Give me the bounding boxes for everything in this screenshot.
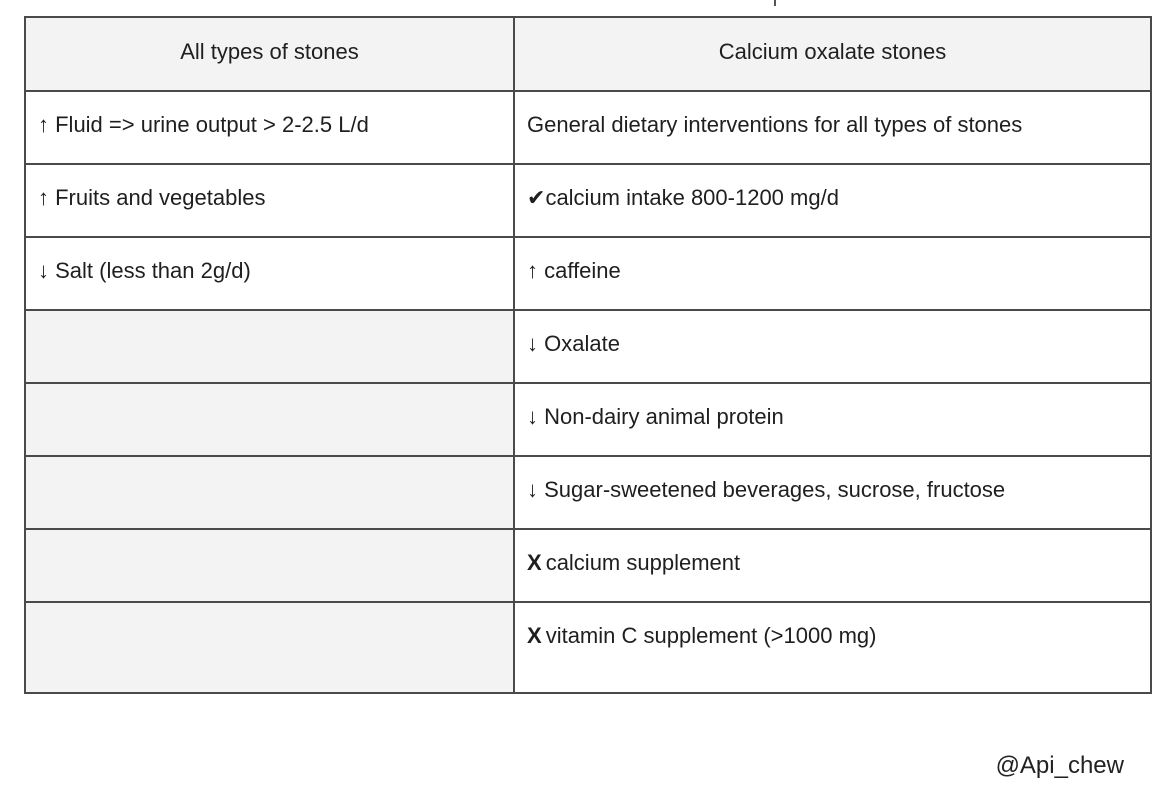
- checkmark-icon: ✔: [527, 185, 546, 210]
- calcium-oxalate-cell: ↓ Sugar-sweetened beverages, sucrose, fr…: [513, 455, 1152, 530]
- header-calcium-oxalate: Calcium oxalate stones: [513, 16, 1152, 92]
- calcium-oxalate-text: vitamin C supplement (>1000 mg): [545, 623, 877, 648]
- cross-mark-icon: X: [527, 550, 542, 575]
- table-row: ↓ Oxalate: [24, 309, 1152, 384]
- calcium-oxalate-text: ↓ Non-dairy animal protein: [527, 404, 784, 429]
- all-types-cell: ↓ Salt (less than 2g/d): [24, 236, 515, 311]
- calcium-oxalate-cell: ↑ caffeine: [513, 236, 1152, 311]
- calcium-oxalate-text: ↑ caffeine: [527, 258, 621, 283]
- table-row: ↓ Sugar-sweetened beverages, sucrose, fr…: [24, 455, 1152, 530]
- calcium-oxalate-text: General dietary interventions for all ty…: [527, 112, 1023, 137]
- dietary-interventions-table: All types of stones Calcium oxalate ston…: [24, 16, 1152, 694]
- table-header-row: All types of stones Calcium oxalate ston…: [24, 16, 1152, 92]
- all-types-cell: ↑ Fluid => urine output > 2-2.5 L/d: [24, 90, 515, 165]
- table-row: ↓ Salt (less than 2g/d) ↑ caffeine: [24, 236, 1152, 311]
- empty-cell: [24, 382, 515, 457]
- cross-mark-icon: X: [527, 623, 542, 648]
- table-row: ↑ Fluid => urine output > 2-2.5 L/d Gene…: [24, 90, 1152, 165]
- author-credit: @Api_chew: [995, 752, 1124, 779]
- empty-cell: [24, 601, 515, 694]
- empty-cell: [24, 309, 515, 384]
- calcium-oxalate-cell: ↓ Oxalate: [513, 309, 1152, 384]
- calcium-oxalate-text: ↓ Oxalate: [527, 331, 620, 356]
- calcium-oxalate-cell: ✔calcium intake 800-1200 mg/d: [513, 163, 1152, 238]
- top-edge-mark: [774, 0, 776, 6]
- table-row: ↓ Non-dairy animal protein: [24, 382, 1152, 457]
- all-types-cell: ↑ Fruits and vegetables: [24, 163, 515, 238]
- empty-cell: [24, 455, 515, 530]
- calcium-oxalate-cell: ↓ Non-dairy animal protein: [513, 382, 1152, 457]
- calcium-oxalate-text: ↓ Sugar-sweetened beverages, sucrose, fr…: [527, 477, 1006, 502]
- calcium-oxalate-cell: General dietary interventions for all ty…: [513, 90, 1152, 165]
- calcium-oxalate-text: calcium supplement: [545, 550, 741, 575]
- table-row: ↑ Fruits and vegetables ✔calcium intake …: [24, 163, 1152, 238]
- header-all-types: All types of stones: [24, 16, 515, 92]
- calcium-oxalate-text: calcium intake 800-1200 mg/d: [545, 185, 839, 210]
- empty-cell: [24, 528, 515, 603]
